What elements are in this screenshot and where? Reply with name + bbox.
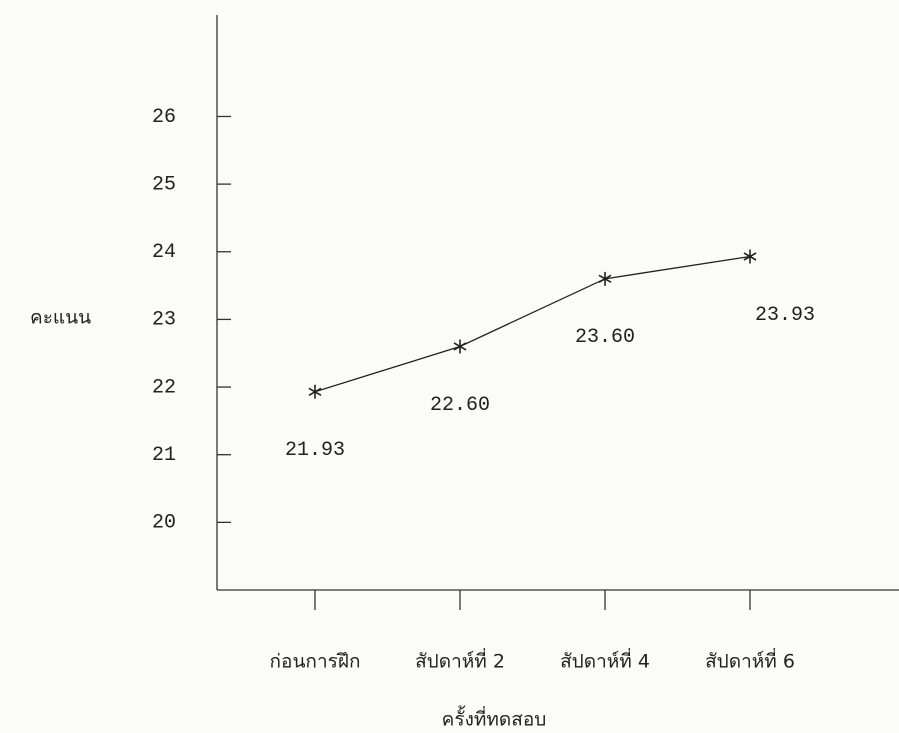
y-tick-label: 23 [152,309,176,332]
y-tick-label: 22 [152,376,176,399]
x-axis-label: ครั้งที่ทดสอบ [442,706,547,731]
marker [309,385,321,399]
value-label: 23.93 [755,304,815,327]
value-label: 23.60 [575,326,635,349]
y-tick-label: 25 [152,173,176,196]
data-line [315,257,750,392]
value-label: 22.60 [430,394,490,417]
x-tick-label: สัปดาห์ที่ 4 [560,648,650,673]
chart: คะแนน ครั้งที่ทดสอบ 20 21 22 23 24 25 26 ก่อนกา… [0,0,899,733]
x-tick-label: สัปดาห์ที่ 2 [415,648,505,673]
y-tick-label: 21 [152,444,176,467]
x-tick-label: ก่อนการฝึก [270,651,361,673]
y-tick-label: 24 [152,241,176,264]
y-axis-label: คะแนน [30,307,91,329]
y-tick-label: 26 [152,106,176,129]
marker [454,339,466,353]
y-tick-label: 20 [152,512,176,535]
x-tick-label: สัปดาห์ที่ 6 [705,648,795,673]
value-label: 21.93 [285,439,345,462]
